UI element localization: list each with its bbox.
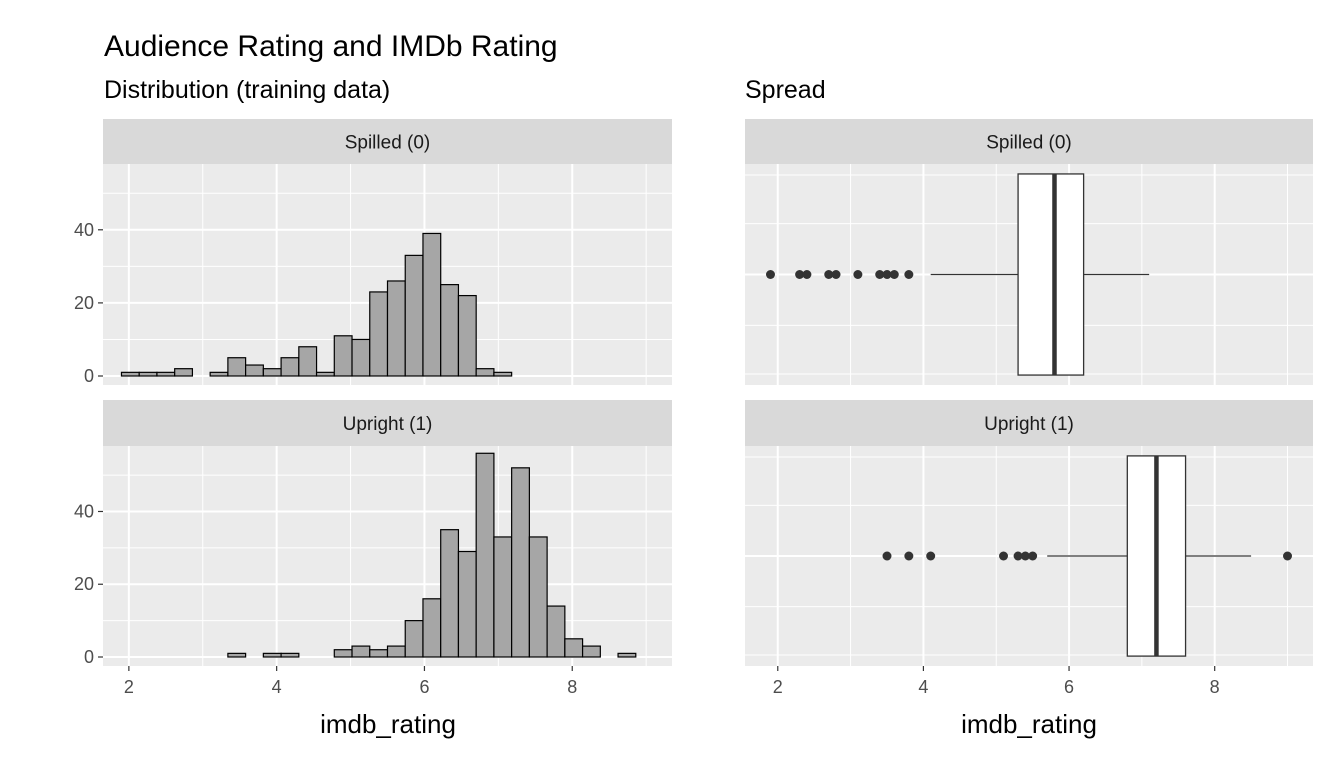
histogram-panel-upright: Upright (1) 0 20 40	[74, 400, 672, 667]
boxplot-x-axis-title: imdb_rating	[961, 709, 1097, 739]
histogram-bar	[440, 529, 460, 658]
x-tick-label: 8	[1210, 677, 1220, 697]
histogram-bar	[457, 294, 477, 377]
histogram-bar	[156, 371, 176, 377]
histogram-bar	[475, 452, 495, 658]
outlier-point	[795, 270, 805, 279]
histogram-bar	[564, 638, 584, 658]
outlier-point	[882, 270, 892, 279]
box-iqr	[1017, 173, 1085, 376]
histogram-bar	[493, 371, 513, 377]
x-tick-label: 6	[419, 677, 429, 697]
outlier-point	[1020, 551, 1030, 561]
outlier-point	[765, 270, 775, 279]
outlier-point	[831, 270, 841, 279]
histogram-x-axis: 2 4 6 8	[124, 666, 577, 697]
outlier-point	[904, 551, 914, 561]
outlier-point	[882, 551, 892, 561]
histogram-bar	[493, 536, 513, 658]
histogram-bar	[581, 645, 601, 658]
histogram-bar	[174, 368, 194, 377]
boxplot-panel-upright: Upright (1)	[745, 400, 1313, 666]
x-tick-label: 4	[272, 677, 282, 697]
outlier-point	[999, 551, 1009, 561]
histogram-bar	[386, 280, 406, 377]
histogram-bar	[528, 536, 548, 658]
histogram-bar	[280, 652, 300, 658]
histogram-bar	[315, 371, 335, 377]
outlier-point	[853, 270, 863, 279]
histogram-bar	[262, 652, 282, 658]
outlier-point	[1028, 551, 1038, 561]
x-tick-label: 2	[124, 677, 134, 697]
histogram-bar	[369, 649, 389, 658]
histogram-bar	[457, 550, 477, 658]
histogram-x-axis-title: imdb_rating	[320, 709, 456, 739]
y-tick-label: 0	[84, 366, 94, 386]
outlier-point	[1013, 551, 1023, 561]
outlier-point	[904, 270, 914, 279]
outlier-point	[1283, 551, 1293, 561]
histogram-bar	[440, 284, 460, 377]
histogram-bar	[209, 371, 229, 377]
y-tick-label: 40	[74, 220, 94, 240]
histogram-bar	[298, 346, 318, 377]
histogram-bar	[404, 254, 424, 377]
outlier-point	[824, 270, 834, 279]
boxplot-panel-spilled: Spilled (0)	[745, 119, 1313, 385]
boxplot-0-strip	[745, 119, 1313, 164]
histogram-1-background	[103, 446, 672, 666]
x-tick-label: 2	[773, 677, 783, 697]
histogram-0-strip-label: Spilled (0)	[345, 133, 431, 154]
boxplot-0-strip-label: Spilled (0)	[986, 133, 1072, 154]
histogram-bar	[333, 335, 353, 377]
histogram-bar	[475, 368, 495, 377]
outlier-point	[926, 551, 936, 561]
boxplot-1-strip	[745, 400, 1313, 446]
y-tick-label: 40	[74, 501, 94, 521]
outlier-point	[802, 270, 812, 279]
histogram-bar	[546, 605, 566, 658]
boxplot-1-strip-label: Upright (1)	[984, 414, 1074, 435]
histogram-0-strip	[103, 119, 672, 164]
histogram-bar	[333, 649, 353, 658]
y-tick-label: 20	[74, 574, 94, 594]
outlier-point	[875, 270, 885, 279]
y-tick-label: 20	[74, 293, 94, 313]
histogram-bar	[138, 371, 158, 377]
histogram-bar	[404, 620, 424, 658]
histogram-bar	[511, 467, 530, 658]
histogram-bar	[422, 232, 442, 377]
histogram-bar	[280, 357, 300, 377]
outlier-point	[889, 270, 899, 279]
histogram-bar	[422, 598, 442, 658]
x-tick-label: 6	[1064, 677, 1074, 697]
histogram-bar	[227, 652, 247, 658]
histogram-bar	[245, 364, 264, 377]
boxplot-x-axis: 2 4 6 8	[773, 666, 1220, 697]
right-subtitle: Spread	[745, 76, 826, 104]
x-tick-label: 4	[918, 677, 928, 697]
histogram-bar	[351, 338, 371, 377]
chart-title: Audience Rating and IMDb Rating	[104, 30, 558, 63]
histogram-bar	[386, 645, 406, 658]
histogram-bar	[617, 652, 637, 658]
histogram-bar	[369, 291, 389, 377]
histogram-bar	[262, 368, 282, 377]
histogram-panel-spilled: Spilled (0) 0 20 40	[74, 119, 672, 386]
histogram-bar	[120, 371, 140, 377]
left-subtitle: Distribution (training data)	[104, 76, 390, 104]
histogram-bar	[227, 357, 247, 377]
histogram-1-strip	[103, 400, 672, 446]
histogram-1-strip-label: Upright (1)	[343, 414, 433, 435]
y-tick-label: 0	[84, 647, 94, 667]
histogram-bar	[351, 645, 371, 658]
x-tick-label: 8	[567, 677, 577, 697]
